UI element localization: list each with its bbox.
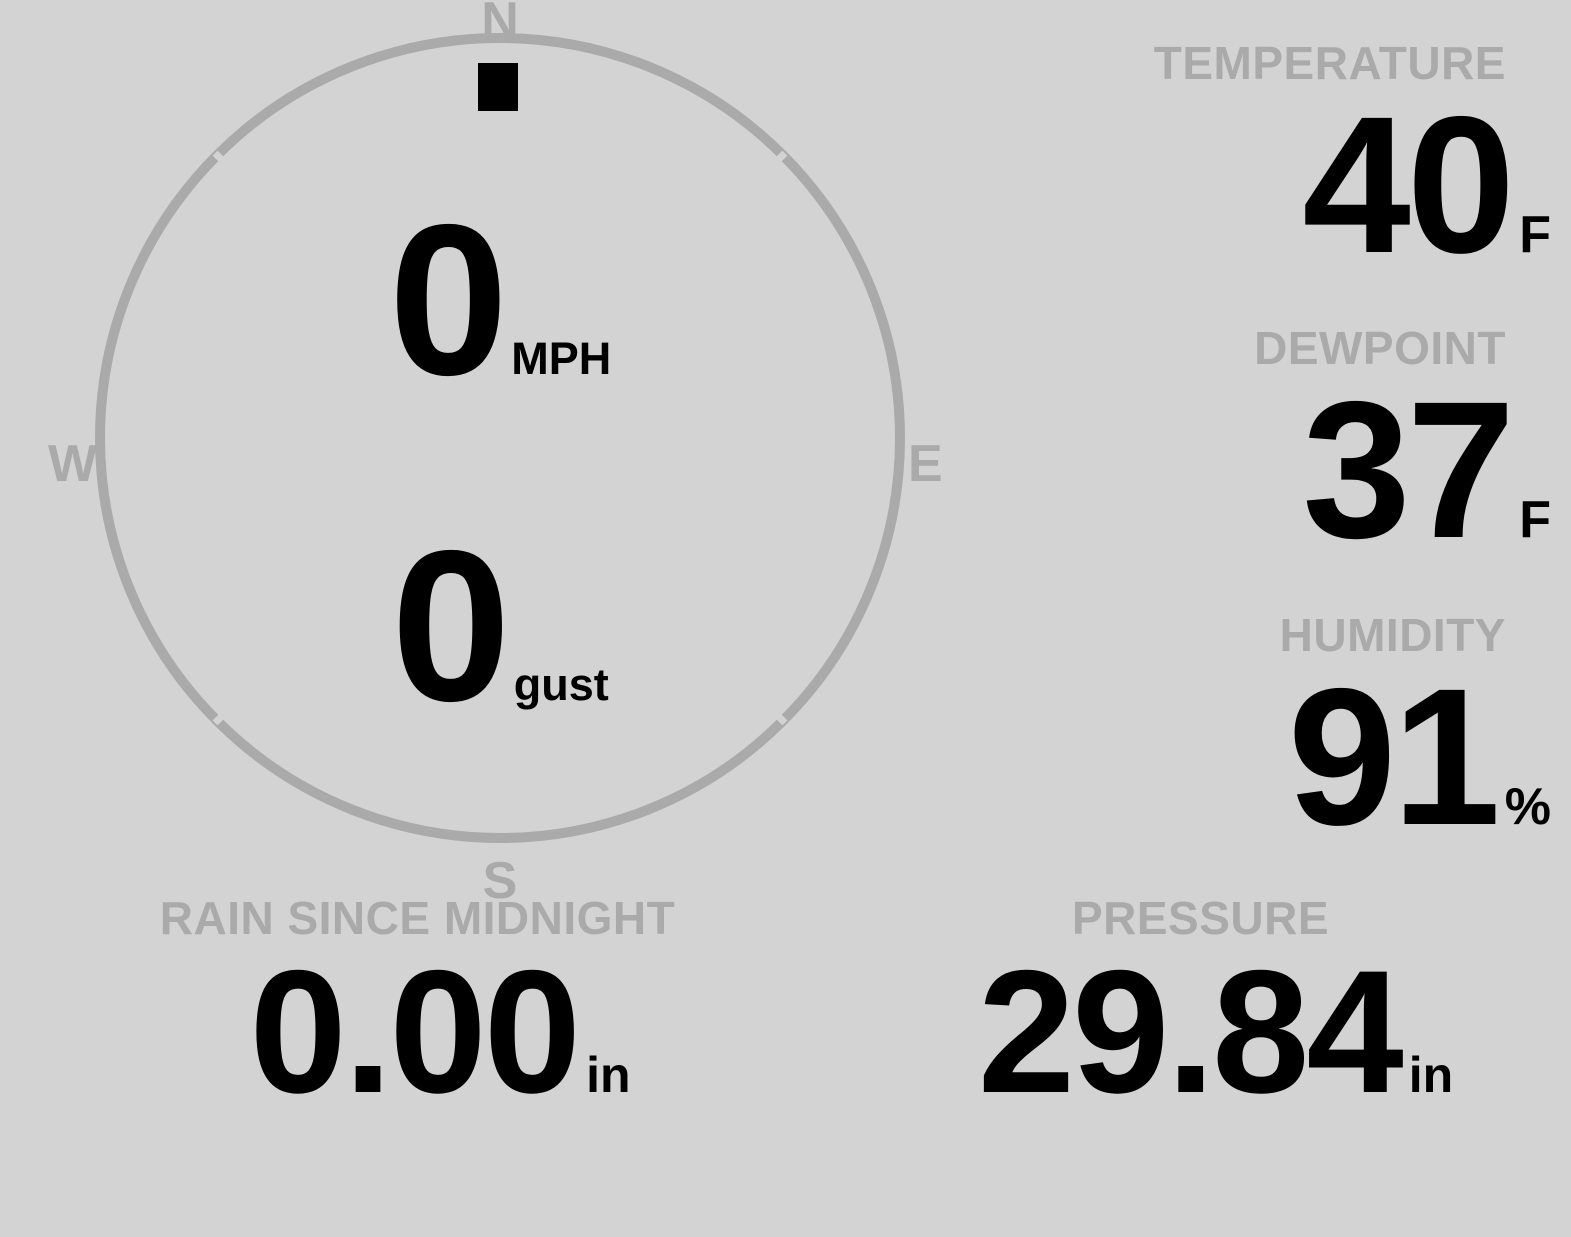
pressure-value-row: 29.84 in <box>820 945 1571 1120</box>
compass-tick-ne <box>768 150 788 170</box>
temperature-label: TEMPERATURE <box>1153 37 1506 89</box>
dewpoint-label: DEWPOINT <box>1254 322 1506 374</box>
wind-speed-readout: 0 MPH <box>0 192 1000 407</box>
bottom-row: RAIN SINCE MIDNIGHT 0.00 in PRESSURE 29.8… <box>0 895 1571 1120</box>
wind-direction-indicator <box>478 63 518 111</box>
compass-ring <box>95 33 905 843</box>
wind-gust-readout: 0 gust <box>0 518 1000 733</box>
wind-panel: N S W E 0 MPH 0 gust <box>0 0 1000 910</box>
pressure-label: PRESSURE <box>1071 892 1330 944</box>
stat-dewpoint: DEWPOINT 37 F <box>1011 325 1551 568</box>
temperature-unit: F <box>1519 206 1551 264</box>
wind-speed-value: 0 <box>388 179 509 420</box>
wind-gust-value: 0 <box>391 505 511 746</box>
humidity-label: HUMIDITY <box>1279 609 1506 661</box>
rain-value-row: 0.00 in <box>0 945 825 1120</box>
rain-label: RAIN SINCE MIDNIGHT <box>159 892 676 944</box>
humidity-unit: % <box>1504 778 1551 836</box>
wind-speed-unit: MPH <box>511 333 612 384</box>
dewpoint-unit: F <box>1519 491 1551 549</box>
humidity-value-row: 91% <box>1011 660 1551 855</box>
stats-column: TEMPERATURE 40 F DEWPOINT 37 F HUMIDITY 91… <box>1011 0 1571 900</box>
rain-unit: in <box>586 1047 631 1103</box>
compass-label-east: E <box>908 435 943 493</box>
compass-tick-nw <box>212 150 232 170</box>
stat-rain: RAIN SINCE MIDNIGHT 0.00 in <box>0 895 825 1120</box>
temperature-value: 40 <box>1302 76 1515 294</box>
stat-temperature: TEMPERATURE 40 F <box>1011 40 1551 283</box>
dewpoint-value-row: 37 F <box>1011 373 1551 568</box>
stat-humidity: HUMIDITY 91% <box>1011 612 1551 855</box>
pressure-unit: in <box>1408 1047 1454 1103</box>
compass-tick-marks <box>212 150 788 726</box>
wind-gust-unit: gust <box>513 659 609 710</box>
dewpoint-value: 37 <box>1302 361 1515 579</box>
compass-label-north: N <box>481 0 519 50</box>
pressure-value: 29.84 <box>977 935 1404 1130</box>
temperature-value-row: 40 F <box>1011 88 1551 283</box>
rain-value: 0.00 <box>249 935 581 1130</box>
compass-tick-sw <box>212 706 232 726</box>
compass-label-west: W <box>48 435 98 493</box>
compass-dial <box>95 33 905 843</box>
compass-tick-se <box>768 706 788 726</box>
compass-label-south: S <box>482 852 518 910</box>
stat-pressure: PRESSURE 29.84 in <box>820 895 1571 1120</box>
compass-dial-graphic <box>95 33 905 843</box>
humidity-value: 91 <box>1287 648 1501 866</box>
